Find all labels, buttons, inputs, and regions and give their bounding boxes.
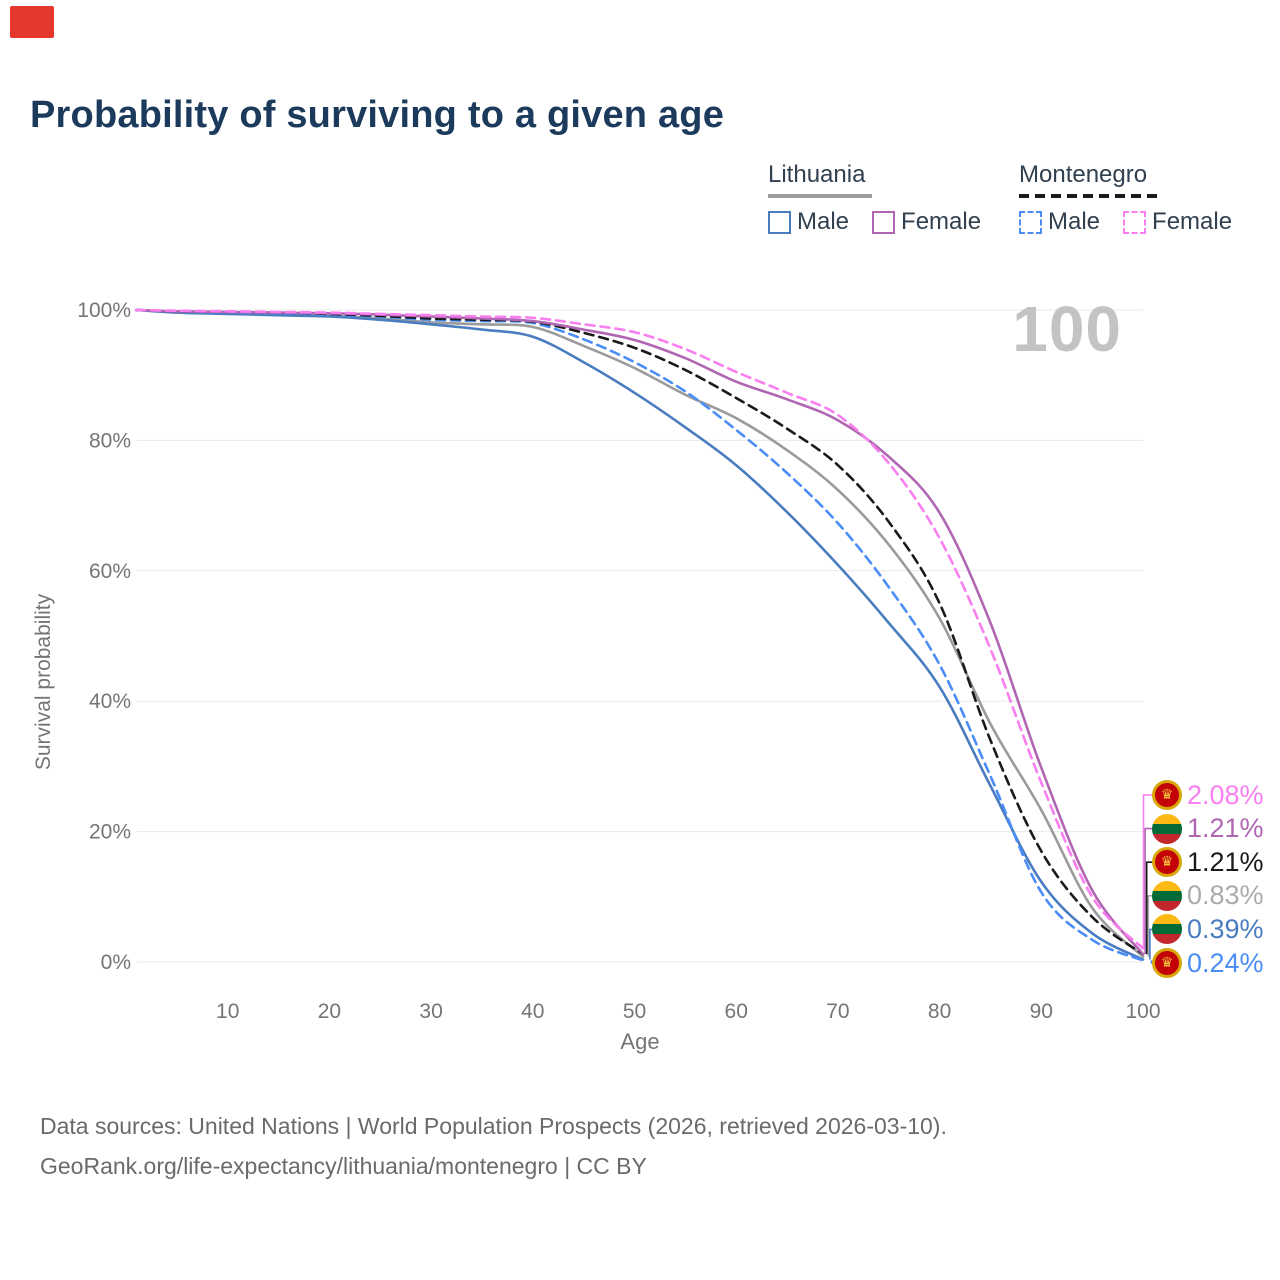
legend-group-montenegro: Montenegro Male Female (1019, 161, 1232, 236)
legend-group-lithuania: Lithuania Male Female (768, 161, 981, 236)
y-tick-label: 20% (89, 821, 131, 844)
legend-item-lithuania-male[interactable]: Male (768, 208, 849, 236)
x-tick-label: 50 (623, 1000, 646, 1023)
legend-item-label: Female (1152, 208, 1233, 235)
end-label-connector (1142, 794, 1154, 949)
lithuania-male-swatch-icon (768, 210, 791, 234)
series-end-label-lithuania-male: 0.39% (1152, 913, 1264, 945)
legend-header-lithuania: Lithuania (768, 161, 866, 188)
series-curve-montenegro-female (134, 308, 1145, 950)
series-end-label-montenegro-female: ♛ 2.08% (1152, 780, 1264, 810)
hovered-age-watermark: 100 (1012, 293, 1122, 365)
legend-item-montenegro-male[interactable]: Male (1019, 208, 1100, 236)
series-curve-lithuania-female (134, 308, 1145, 956)
x-axis-title: Age (620, 1029, 660, 1054)
y-axis-title: Survival probability (32, 593, 55, 771)
series-curve-lithuania-both-sexes (134, 308, 1145, 958)
footer: Data sources: United Nations | World Pop… (40, 1106, 947, 1186)
y-tick-label: 40% (89, 690, 131, 713)
end-label-value: 1.21% (1187, 846, 1264, 877)
x-tick-label: 90 (1030, 1000, 1053, 1023)
lithuania-female-swatch-icon (872, 210, 896, 234)
legend-item-lithuania-female[interactable]: Female (872, 208, 981, 236)
montenegro-male-swatch-icon (1019, 210, 1042, 234)
legend-item-label: Male (797, 208, 850, 235)
end-label-value: 1.21% (1187, 813, 1264, 844)
montenegro-flag-icon: ♛ (1152, 948, 1182, 978)
lithuania-flag-icon (1152, 813, 1182, 844)
x-tick-label: 100 (1125, 1000, 1160, 1023)
x-tick-label: 30 (419, 1000, 442, 1023)
legend-header-montenegro: Montenegro (1019, 161, 1148, 188)
legend-item-montenegro-female[interactable]: Female (1123, 208, 1232, 236)
end-label-value: 2.08% (1187, 779, 1264, 810)
y-tick-label: 80% (89, 429, 131, 452)
end-label-connector (1145, 861, 1154, 955)
y-tick-label: 100% (77, 299, 131, 322)
series-end-label-lithuania-both-sexes: 0.83% (1152, 880, 1264, 911)
legend-item-label: Male (1048, 208, 1101, 235)
series-curve-lithuania-male (134, 308, 1145, 961)
series-end-label-montenegro-both-sexes: ♛ 1.21% (1152, 846, 1264, 878)
y-tick-label: 0% (101, 951, 131, 974)
footer-attribution: GeoRank.org/life-expectancy/lithuania/mo… (40, 1153, 647, 1179)
series-curve-montenegro-both-sexes (134, 308, 1145, 956)
end-label-value: 0.83% (1187, 880, 1264, 911)
x-tick-label: 10 (216, 1000, 239, 1023)
y-tick-label: 60% (89, 560, 131, 583)
legend-item-label: Female (901, 208, 982, 235)
lithuania-line-style-sample (768, 194, 872, 198)
series-end-label-montenegro-male: ♛ 0.24% (1152, 948, 1264, 978)
montenegro-flag-icon: ♛ (1152, 780, 1182, 810)
series-curve-montenegro-male (134, 308, 1145, 962)
lithuania-flag-icon (1152, 880, 1182, 911)
end-label-connector (1144, 827, 1154, 955)
series-end-label-lithuania-female: 1.21% (1152, 813, 1264, 844)
montenegro-female-swatch-icon (1123, 210, 1147, 234)
red-corner-marker (10, 6, 54, 38)
x-tick-label: 20 (318, 1000, 341, 1023)
montenegro-flag-icon: ♛ (1152, 847, 1182, 878)
x-tick-label: 40 (521, 1000, 544, 1023)
page-title: Probability of surviving to a given age (30, 94, 725, 136)
lithuania-flag-icon (1152, 914, 1182, 945)
end-label-value: 0.24% (1187, 947, 1264, 978)
footer-data-sources: Data sources: United Nations | World Pop… (40, 1113, 947, 1139)
end-label-value: 0.39% (1187, 913, 1264, 944)
x-tick-label: 80 (928, 1000, 951, 1023)
x-tick-label: 70 (826, 1000, 849, 1023)
montenegro-line-style-sample (1019, 194, 1161, 198)
x-tick-label: 60 (725, 1000, 748, 1023)
